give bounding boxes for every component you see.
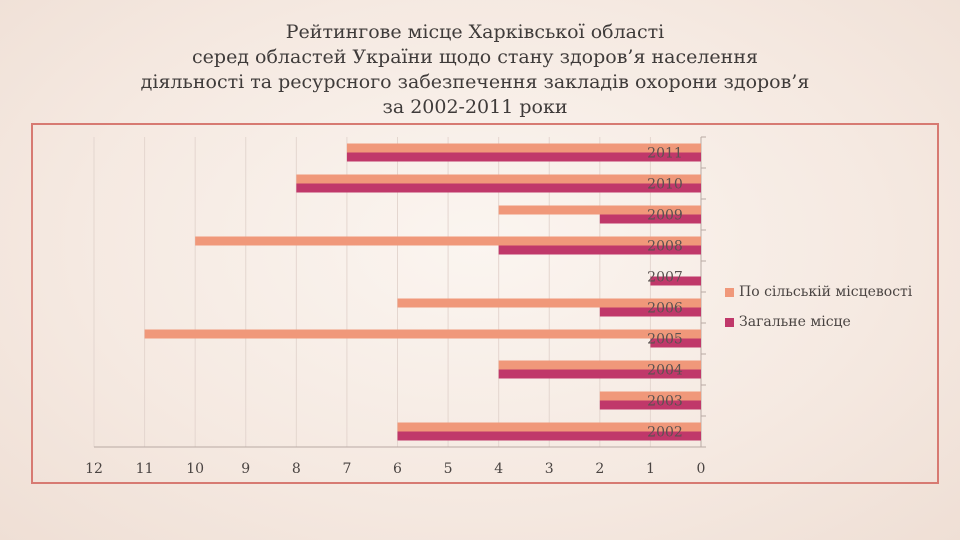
x-tick-label: 11	[136, 461, 154, 477]
x-tick-label: 3	[545, 461, 554, 477]
bar-overall	[346, 152, 701, 162]
x-tick-label: 2	[595, 461, 604, 477]
bar-overall	[650, 276, 701, 286]
category-label: 2011	[647, 146, 683, 162]
legend-swatch-overall	[725, 317, 734, 327]
legend: По сільській місцевості Загальне місце	[725, 282, 912, 342]
legend-item-rural: По сільській місцевості	[725, 282, 912, 302]
category-label: 2002	[647, 425, 683, 441]
x-tick-label: 1	[646, 461, 655, 477]
category-label: 2004	[647, 363, 683, 379]
bar-overall	[599, 400, 701, 410]
category-label: 2009	[647, 208, 683, 224]
x-tick-label: 5	[444, 461, 453, 477]
bar-overall	[296, 183, 701, 193]
x-tick-label: 0	[697, 461, 706, 477]
title-line-1: Рейтингове місце Харківської області	[285, 21, 665, 43]
x-tick-label: 8	[292, 461, 301, 477]
bar-rural	[498, 205, 701, 215]
chart-frame	[31, 123, 939, 484]
bar-rural	[397, 422, 701, 432]
bar-rural	[296, 174, 701, 184]
chart-title: Рейтингове місце Харківської області сер…	[60, 20, 890, 120]
bar-overall	[498, 369, 701, 379]
title-line-4: за 2002-2011 роки	[382, 96, 568, 118]
x-tick-label: 9	[241, 461, 250, 477]
bar-rural	[346, 143, 701, 153]
bar-overall	[599, 307, 701, 317]
bar-overall	[599, 214, 701, 224]
category-label: 2007	[647, 270, 683, 286]
x-tick-label: 4	[494, 461, 503, 477]
category-label: 2006	[647, 301, 683, 317]
title-line-3: діяльності та ресурсного забезпечення за…	[140, 71, 810, 93]
legend-item-overall: Загальне місце	[725, 312, 912, 332]
bar-rural	[599, 391, 701, 401]
category-label: 2005	[647, 332, 683, 348]
bar-overall	[397, 431, 701, 441]
bar-rural	[397, 298, 701, 308]
legend-label-rural: По сільській місцевості	[739, 284, 913, 300]
legend-swatch-rural	[725, 287, 734, 297]
title-line-2: серед областей України щодо стану здоров…	[192, 46, 758, 68]
legend-label-overall: Загальне місце	[739, 314, 851, 330]
x-tick-label: 10	[186, 461, 204, 477]
bar-rural	[144, 329, 702, 339]
category-label: 2008	[647, 239, 683, 255]
bar-overall	[650, 338, 701, 348]
category-label: 2010	[647, 177, 683, 193]
bar-rural	[195, 236, 701, 246]
bar-overall	[498, 245, 701, 255]
category-label: 2003	[647, 394, 683, 410]
bar-rural	[498, 360, 701, 370]
x-tick-label: 6	[393, 461, 402, 477]
x-tick-label: 12	[85, 461, 103, 477]
x-tick-label: 7	[342, 461, 351, 477]
